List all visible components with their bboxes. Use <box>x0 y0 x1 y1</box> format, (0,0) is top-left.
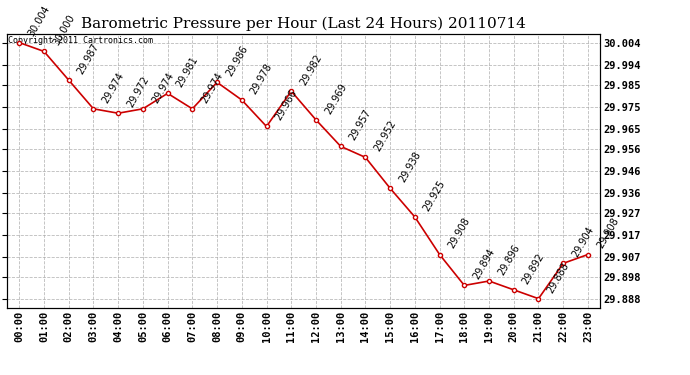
Text: 29.972: 29.972 <box>125 75 151 109</box>
Text: 29.986: 29.986 <box>224 44 250 78</box>
Text: 29.981: 29.981 <box>175 55 200 89</box>
Text: 29.974: 29.974 <box>150 70 175 105</box>
Text: 29.969: 29.969 <box>323 81 348 116</box>
Text: 29.974: 29.974 <box>199 70 225 105</box>
Text: 29.925: 29.925 <box>422 178 448 213</box>
Text: 29.896: 29.896 <box>496 243 522 277</box>
Text: 29.957: 29.957 <box>348 108 373 142</box>
Text: 29.987: 29.987 <box>76 42 101 76</box>
Text: 29.982: 29.982 <box>298 53 324 87</box>
Text: 29.952: 29.952 <box>373 119 398 153</box>
Text: 29.978: 29.978 <box>248 62 275 96</box>
Text: 29.966: 29.966 <box>273 88 299 122</box>
Text: 29.908: 29.908 <box>595 216 620 250</box>
Text: 29.974: 29.974 <box>100 70 126 105</box>
Title: Barometric Pressure per Hour (Last 24 Hours) 20110714: Barometric Pressure per Hour (Last 24 Ho… <box>81 17 526 31</box>
Text: 29.908: 29.908 <box>446 216 472 250</box>
Text: 29.938: 29.938 <box>397 150 422 184</box>
Text: 30.000: 30.000 <box>51 13 77 47</box>
Text: 29.888: 29.888 <box>545 260 571 294</box>
Text: 30.004: 30.004 <box>26 4 52 38</box>
Text: Copyright 2011 Cartronics.com: Copyright 2011 Cartronics.com <box>8 36 153 45</box>
Text: 29.892: 29.892 <box>521 251 546 286</box>
Text: 29.904: 29.904 <box>570 225 595 259</box>
Text: 29.894: 29.894 <box>471 247 497 281</box>
